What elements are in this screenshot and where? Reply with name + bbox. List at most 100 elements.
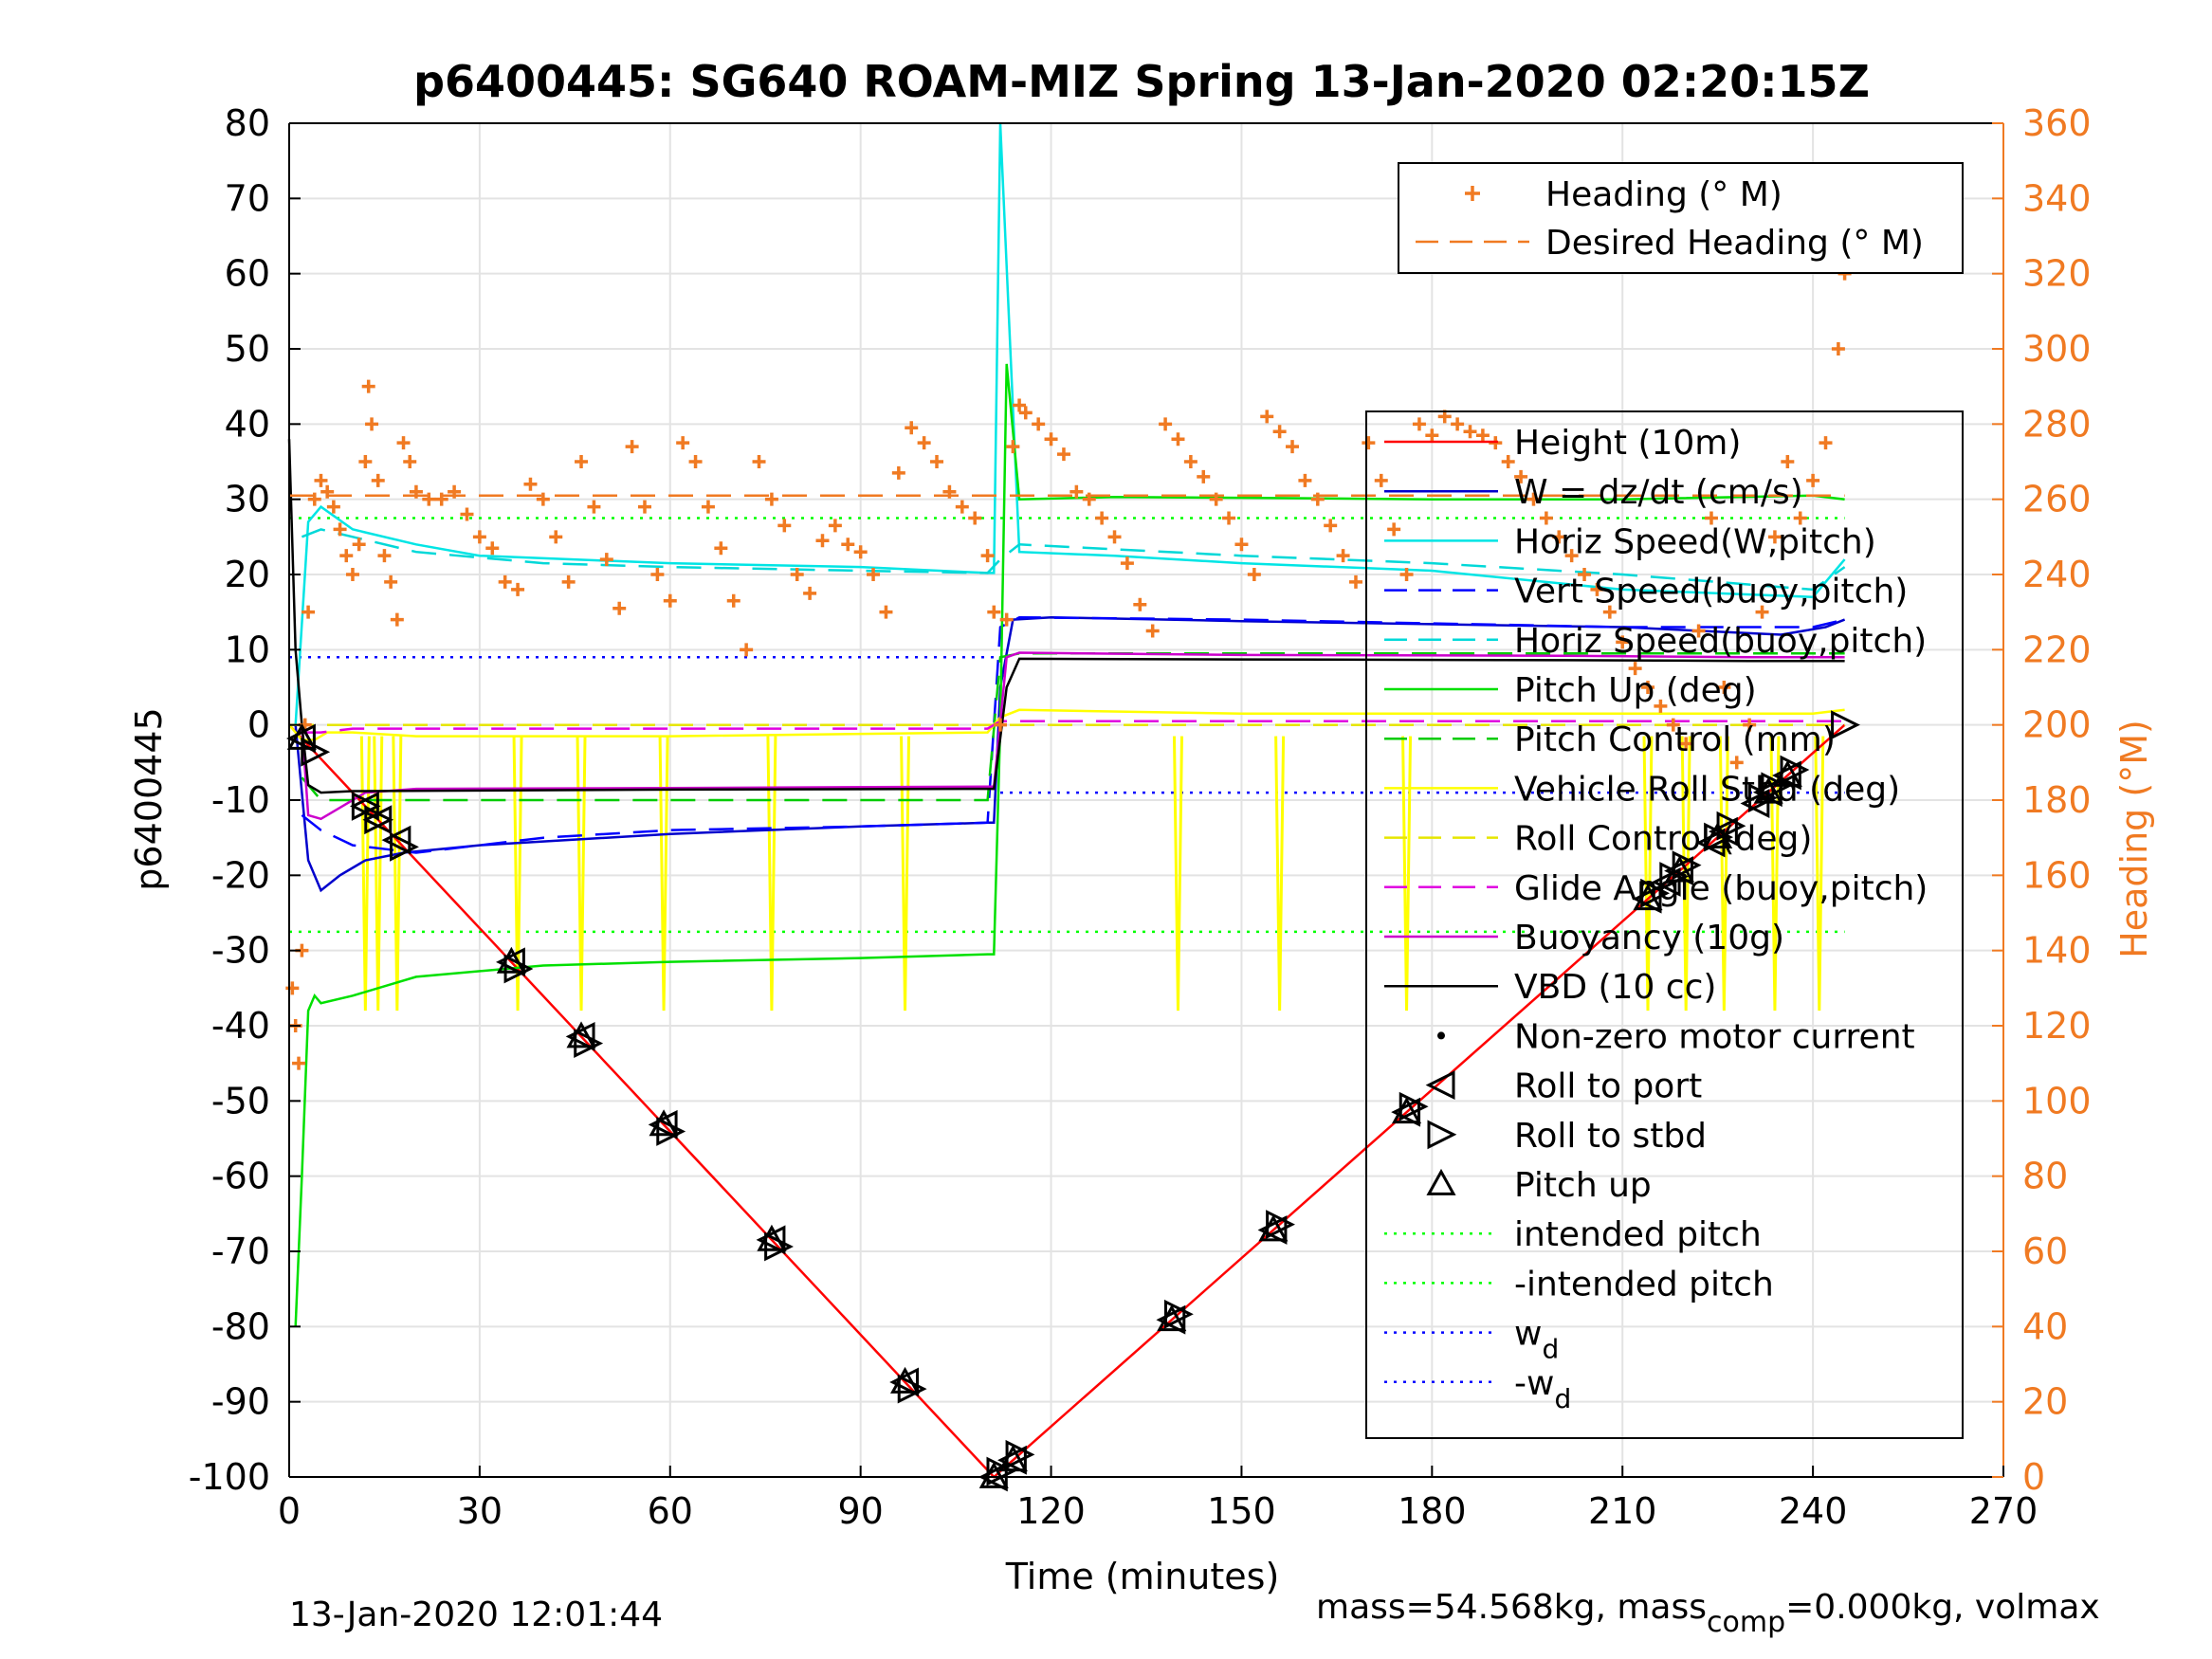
y-tick-label: -90 — [211, 1381, 270, 1423]
heading-point — [1475, 428, 1490, 443]
heading-point — [320, 484, 335, 499]
heading-point — [1032, 417, 1046, 431]
legend-main: Height (10m) W = dz/dt (cm/s) Horiz Speed(… — [1365, 410, 1964, 1439]
heading-point — [358, 455, 373, 468]
heading-point — [1691, 624, 1706, 638]
y-right-tick-label: 120 — [2022, 1005, 2092, 1047]
roll-port-marker — [889, 1367, 920, 1397]
heading-point — [460, 507, 474, 521]
x-tick-label: 270 — [1969, 1490, 2038, 1532]
legend-label: -wd — [1514, 1364, 1571, 1414]
series-line-horiz2 — [301, 528, 1846, 592]
heading-point — [511, 582, 525, 596]
y-tick-label: -20 — [211, 854, 270, 896]
x-axis-label: Time (minutes) — [1005, 1556, 1280, 1597]
x-tick-label: 240 — [1779, 1490, 1848, 1532]
heading-point — [575, 455, 589, 468]
y-right-tick-label: 240 — [2022, 554, 2092, 595]
legend-label: Roll to port — [1514, 1067, 1702, 1106]
y-tick-label: 30 — [225, 479, 270, 520]
roll-stbd-marker — [1831, 710, 1860, 740]
heading-point — [1056, 447, 1070, 462]
series-line-horiz — [294, 122, 1846, 725]
heading-point — [663, 593, 677, 608]
heading-point — [361, 379, 375, 393]
heading-point — [650, 568, 665, 581]
heading-point — [828, 519, 842, 533]
heading-point — [1133, 597, 1147, 611]
heading-point — [1159, 417, 1173, 431]
heading-point — [688, 455, 703, 468]
y-right-tick-label: 180 — [2022, 779, 2092, 821]
heading-point — [676, 436, 690, 450]
axes: 0 30 60 90 120 150 180 210 240 270 80 70 60 50 40 30 20 1… — [189, 102, 2092, 1532]
heading-point — [999, 612, 1014, 627]
heading-point — [422, 492, 436, 506]
roll-port-marker — [756, 1225, 786, 1255]
roll-spike — [658, 736, 669, 1012]
roll-spike — [1642, 736, 1654, 1012]
roll-spike — [576, 736, 587, 1012]
heading-point — [1616, 635, 1630, 649]
heading-point — [1679, 737, 1693, 751]
roll-stbd-marker — [301, 737, 331, 767]
x-tick-label: 30 — [457, 1490, 503, 1532]
heading-point — [587, 500, 601, 514]
heading-point — [1298, 473, 1312, 487]
heading-point — [1729, 756, 1744, 770]
legend-symbol — [1425, 1070, 1455, 1101]
heading-point — [1069, 484, 1084, 499]
roll-port-marker — [1664, 856, 1693, 886]
y-right-tick-label: 20 — [2022, 1381, 2068, 1423]
heading-point — [777, 519, 792, 533]
heading-point — [1704, 511, 1718, 525]
heading-point — [1272, 425, 1287, 439]
pitch-up-marker — [978, 1461, 1009, 1488]
series-line-roll — [288, 708, 1845, 741]
heading-point — [384, 574, 398, 589]
pitch-up-marker — [566, 1021, 596, 1048]
heading-point — [472, 530, 486, 544]
series-line-pitchctl — [301, 652, 1845, 802]
heading-point — [714, 541, 728, 556]
legend-label: Pitch Up (deg) — [1514, 671, 1757, 710]
heading-point — [1197, 469, 1211, 483]
legend-label: Roll Control (deg) — [1514, 820, 1812, 859]
heading-point — [1013, 398, 1027, 412]
legend-label: Pitch up — [1514, 1166, 1652, 1205]
legend-label: Glide Angle (buoy,pitch) — [1514, 869, 1928, 908]
heading-point — [1755, 605, 1769, 619]
legend-heading-box — [1398, 162, 1964, 274]
roll-port-marker — [1632, 884, 1662, 914]
roll-spike — [373, 736, 384, 1012]
heading-point — [1362, 436, 1376, 450]
heading-point — [365, 417, 379, 431]
heading-point — [993, 718, 1007, 732]
legend-label: Vehicle Roll Stbd (deg) — [1514, 770, 1900, 809]
heading-point — [352, 538, 366, 552]
roll-port-marker — [648, 1109, 678, 1139]
heading-point — [523, 477, 538, 491]
y-tick-label: 0 — [247, 704, 270, 746]
heading-point — [1819, 436, 1833, 450]
pitch-up-marker — [649, 1109, 679, 1137]
heading-point — [339, 549, 354, 563]
pitch-up-marker — [997, 1445, 1028, 1472]
heading-point — [764, 492, 778, 506]
y-right-tick-label: 360 — [2022, 102, 2092, 144]
heading-point — [1183, 455, 1197, 468]
legend-symbol — [1427, 1120, 1457, 1150]
roll-spike — [1769, 736, 1781, 1012]
roll-port-marker — [1257, 1215, 1288, 1245]
legend-label: wd — [1514, 1315, 1559, 1365]
pitch-up-marker — [496, 946, 526, 974]
heading-point — [968, 511, 982, 525]
heading-point — [1602, 605, 1617, 619]
heading-point — [1641, 681, 1655, 694]
y-right-tick-label: 100 — [2022, 1080, 2092, 1121]
heading-point — [333, 522, 347, 537]
legend-label: W = dz/dt (cm/s) — [1514, 473, 1803, 512]
pitch-up-marker — [757, 1224, 787, 1251]
pitch-up-marker — [1753, 776, 1783, 804]
heading-point — [448, 484, 462, 499]
